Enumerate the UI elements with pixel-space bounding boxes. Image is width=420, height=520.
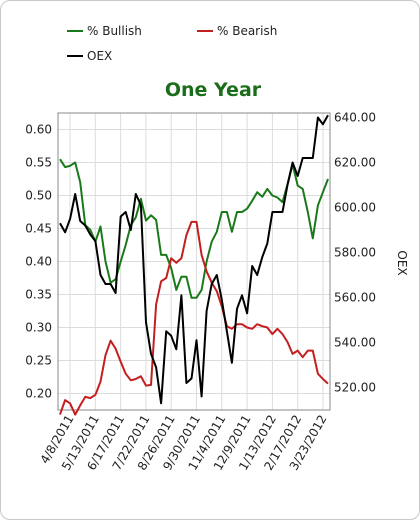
left-tick-label: 0.50	[25, 189, 52, 203]
series-line-oex	[59, 114, 329, 405]
right-tick-label: 600.00	[334, 201, 376, 215]
left-tick-label: 0.25	[25, 354, 52, 368]
legend: % Bullish % Bearish OEX	[67, 24, 277, 63]
left-tick-label: 0.45	[25, 222, 52, 236]
left-tick-label: 0.40	[25, 255, 52, 269]
plot-border	[57, 112, 331, 411]
left-y-axis: 0.20 0.25 0.30 0.35 0.40 0.45 0.50 0.55 0.60	[25, 123, 52, 401]
series-line-bullish	[59, 158, 329, 299]
chart-title: One Year	[165, 79, 262, 101]
series-line-bearish	[59, 220, 329, 416]
right-tick-label: 540.00	[334, 336, 376, 350]
x-axis: 4/8/20115/13/20116/17/20117/22/20118/26/…	[38, 413, 330, 473]
right-axis-label: OEX	[395, 250, 409, 275]
left-tick-label: 0.35	[25, 288, 52, 302]
right-tick-label: 580.00	[334, 246, 376, 260]
legend-label-bearish: % Bearish	[217, 24, 277, 38]
left-tick-label: 0.60	[25, 123, 52, 137]
right-tick-label: 640.00	[334, 111, 376, 125]
series-lines	[59, 114, 329, 416]
grid	[58, 113, 330, 410]
right-tick-label: 520.00	[334, 381, 376, 395]
legend-label-oex: OEX	[87, 49, 112, 63]
left-tick-label: 0.20	[25, 387, 52, 401]
right-tick-label: 560.00	[334, 291, 376, 305]
left-tick-label: 0.55	[25, 156, 52, 170]
left-tick-label: 0.30	[25, 321, 52, 335]
right-y-axis: 520.00 540.00 560.00 580.00 600.00 620.00 640.…	[334, 111, 376, 395]
right-tick-label: 620.00	[334, 156, 376, 170]
legend-label-bullish: % Bullish	[87, 24, 142, 38]
